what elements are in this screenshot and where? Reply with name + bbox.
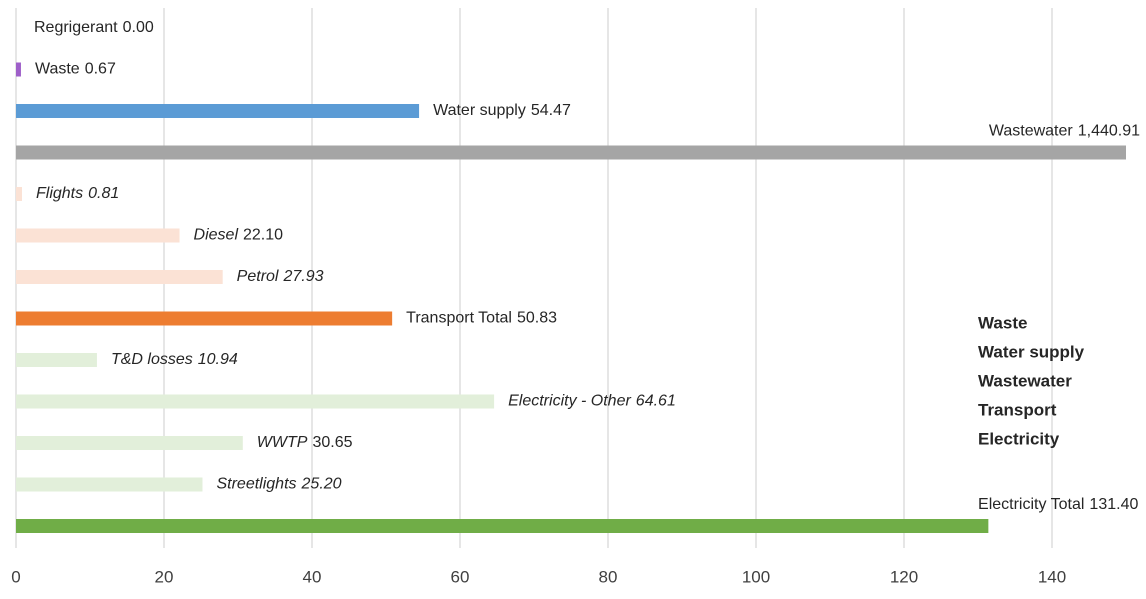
category-label: Transport Total [406, 310, 512, 327]
bar [16, 145, 1126, 160]
category-label: Electricity - Other [508, 393, 631, 410]
data-label: Diesel 22.10 [194, 227, 284, 244]
value-label: 10.94 [198, 351, 238, 368]
bar [16, 270, 223, 284]
category-label: Regrigerant [34, 19, 118, 36]
x-tick-label: 0 [11, 567, 20, 586]
bar [16, 436, 243, 450]
data-label: Transport Total 50.83 [406, 310, 557, 327]
data-label: T&D losses 10.94 [111, 351, 238, 368]
value-label: 0.81 [88, 185, 119, 202]
data-label: Regrigerant 0.00 [34, 19, 154, 36]
x-tick-label: 40 [303, 567, 322, 586]
x-tick-label: 100 [742, 567, 770, 586]
category-label: Streetlights [216, 476, 296, 493]
bar [16, 394, 495, 409]
value-label: 22.10 [243, 227, 283, 244]
value-label: 0.67 [85, 61, 116, 78]
category-label: T&D losses [111, 351, 193, 368]
value-label: 54.47 [531, 102, 571, 119]
data-label: Petrol 27.93 [237, 268, 324, 285]
category-label: Waste [35, 61, 80, 78]
bar [16, 228, 180, 243]
category-label: Flights [36, 185, 83, 202]
x-tick-label: 20 [155, 567, 174, 586]
bars [16, 62, 1126, 533]
bar [16, 519, 989, 533]
category-label: Diesel [194, 227, 239, 244]
data-label: Flights 0.81 [36, 185, 119, 202]
bar [16, 187, 22, 201]
bar [16, 477, 203, 492]
x-tick-label: 140 [1038, 567, 1066, 586]
category-label: Petrol [237, 268, 279, 285]
legend-item: Electricity [978, 429, 1060, 448]
value-label: 50.83 [517, 310, 557, 327]
bar [16, 311, 393, 326]
legend-item: Water supply [978, 342, 1085, 361]
x-tick-label: 60 [451, 567, 470, 586]
data-label: Water supply 54.47 [433, 102, 571, 119]
value-label: 25.20 [301, 476, 342, 493]
legend-item: Transport [978, 400, 1057, 419]
legend-item: Waste [978, 313, 1027, 332]
value-label: 0.00 [123, 19, 154, 36]
data-label: Electricity - Other 64.61 [508, 393, 676, 410]
x-tick-label: 120 [890, 567, 918, 586]
data-label: Streetlights 25.20 [216, 476, 341, 493]
data-label: Wastewater 1,440.91 [989, 123, 1140, 140]
bar [16, 353, 97, 367]
value-label: 64.61 [636, 393, 676, 410]
category-label: Water supply [433, 102, 526, 119]
category-label: Wastewater [989, 123, 1074, 140]
legend-item: Wastewater [978, 371, 1072, 390]
value-label: 1,440.91 [1078, 123, 1140, 140]
category-label: Electricity Total [978, 496, 1084, 513]
value-label: 27.93 [282, 268, 323, 285]
value-label: 131.40 [1089, 496, 1138, 513]
data-label: Waste 0.67 [35, 61, 116, 78]
bar [16, 62, 21, 77]
data-label: Electricity Total 131.40 [978, 496, 1138, 513]
category-label: WWTP [257, 434, 308, 451]
data-label: WWTP 30.65 [257, 434, 353, 451]
value-label: 30.65 [312, 434, 352, 451]
x-tick-label: 80 [599, 567, 618, 586]
bar [16, 104, 420, 118]
